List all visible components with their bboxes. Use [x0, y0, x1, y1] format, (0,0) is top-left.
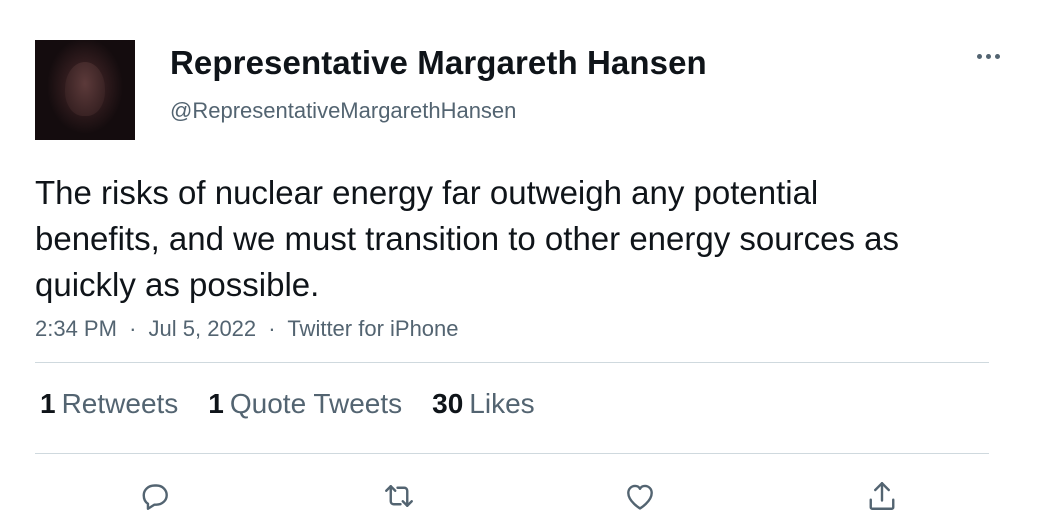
display-name[interactable]: Representative Margareth Hansen	[170, 44, 707, 82]
meta-separator: ·	[268, 316, 275, 341]
likes-label: Likes	[469, 388, 534, 419]
likes-stat[interactable]: 30 Likes	[432, 388, 535, 420]
tweet-time[interactable]: 2:34 PM	[35, 316, 117, 341]
user-handle[interactable]: @RepresentativeMargarethHansen	[170, 98, 516, 124]
retweets-count: 1	[40, 388, 56, 419]
reply-button[interactable]	[135, 476, 175, 516]
avatar-face	[65, 62, 105, 116]
tweet-text: The risks of nuclear energy far outweigh…	[35, 170, 935, 308]
meta-separator: ·	[129, 316, 136, 341]
share-button[interactable]	[862, 476, 902, 516]
tweet-source[interactable]: Twitter for iPhone	[287, 316, 458, 341]
more-horizontal-icon-dot	[986, 54, 991, 59]
divider	[35, 362, 989, 363]
engagement-stats: 1 Retweets 1 Quote Tweets 30 Likes	[40, 388, 535, 420]
more-horizontal-icon-dot	[995, 54, 1000, 59]
retweet-icon	[381, 478, 417, 514]
retweet-button[interactable]	[379, 476, 419, 516]
tweet-date[interactable]: Jul 5, 2022	[149, 316, 257, 341]
reply-icon	[137, 478, 173, 514]
divider	[35, 453, 989, 454]
quote-tweets-label: Quote Tweets	[230, 388, 402, 419]
avatar[interactable]	[35, 40, 135, 140]
likes-count: 30	[432, 388, 463, 419]
tweet-meta: 2:34 PM · Jul 5, 2022 · Twitter for iPho…	[35, 316, 459, 342]
heart-icon	[622, 478, 658, 514]
retweets-stat[interactable]: 1 Retweets	[40, 388, 178, 420]
quote-tweets-count: 1	[208, 388, 224, 419]
more-horizontal-icon	[977, 54, 982, 59]
action-bar	[0, 470, 1050, 520]
like-button[interactable]	[620, 476, 660, 516]
more-options-button[interactable]	[970, 46, 1006, 66]
share-icon	[864, 478, 900, 514]
retweets-label: Retweets	[62, 388, 179, 419]
quote-tweets-stat[interactable]: 1 Quote Tweets	[208, 388, 402, 420]
